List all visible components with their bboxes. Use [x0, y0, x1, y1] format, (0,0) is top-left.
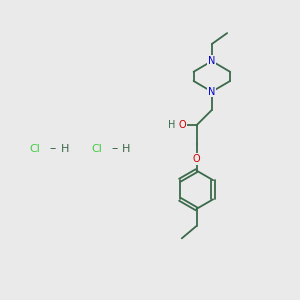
Text: H: H — [168, 120, 176, 130]
Text: –: – — [49, 142, 56, 155]
Text: O: O — [178, 120, 186, 130]
Text: H: H — [60, 143, 69, 154]
Text: N: N — [208, 87, 215, 97]
Text: N: N — [208, 56, 215, 66]
Text: H: H — [122, 143, 130, 154]
Text: Cl: Cl — [30, 143, 40, 154]
Text: O: O — [193, 154, 200, 164]
Text: Cl: Cl — [92, 143, 102, 154]
Text: –: – — [111, 142, 117, 155]
